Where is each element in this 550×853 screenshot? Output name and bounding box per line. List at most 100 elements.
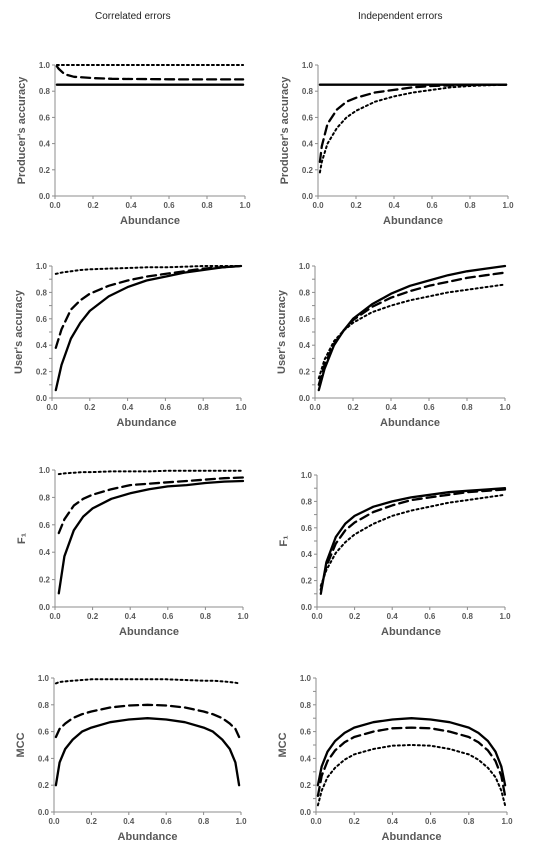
y-tick-label: 0.0 bbox=[301, 603, 313, 612]
series-line-solid bbox=[57, 479, 245, 595]
y-tick-label: 0.2 bbox=[299, 368, 311, 377]
series-line-solid bbox=[316, 717, 507, 787]
x-tick-label: 1.0 bbox=[237, 612, 249, 621]
series-line-solid bbox=[319, 487, 507, 595]
y-tick-label: 0.0 bbox=[299, 394, 311, 403]
x-tick-label: 0.8 bbox=[198, 817, 210, 826]
x-tick-label: 0.6 bbox=[160, 403, 172, 412]
y-tick-label: 0.8 bbox=[36, 288, 48, 297]
x-tick-label: 0.8 bbox=[200, 612, 212, 621]
x-tick-label: 0.2 bbox=[86, 817, 98, 826]
x-tick-label: 0.4 bbox=[125, 201, 137, 210]
x-tick-label: 0.4 bbox=[123, 817, 135, 826]
y-tick-label: 0.4 bbox=[299, 341, 311, 350]
x-tick-label: 0.4 bbox=[125, 612, 137, 621]
y-axis-label: F₁ bbox=[278, 535, 290, 547]
x-tick-label: 0.8 bbox=[198, 403, 210, 412]
series-line-dotted bbox=[316, 744, 507, 807]
series-line-dotted bbox=[319, 493, 506, 587]
y-tick-label: 0.8 bbox=[38, 701, 50, 710]
y-tick-label: 1.0 bbox=[38, 674, 50, 683]
x-tick-label: 0.6 bbox=[162, 612, 174, 621]
y-tick-label: 1.0 bbox=[36, 262, 48, 271]
y-tick-label: 0.4 bbox=[301, 550, 313, 559]
x-tick-label: 1.0 bbox=[501, 817, 513, 826]
y-tick-label: 0.6 bbox=[302, 113, 314, 122]
y-tick-label: 0.4 bbox=[38, 754, 50, 763]
y-axis-label: User's accuracy bbox=[13, 289, 25, 374]
x-tick-label: 0.8 bbox=[464, 201, 476, 210]
y-axis-label: MCC bbox=[15, 732, 27, 757]
x-axis-label: Abundance bbox=[118, 831, 178, 843]
x-tick-label: 0.0 bbox=[310, 817, 322, 826]
x-tick-label: 0.2 bbox=[350, 201, 362, 210]
y-tick-label: 0.8 bbox=[39, 87, 51, 96]
x-tick-label: 0.0 bbox=[311, 612, 323, 621]
y-tick-label: 1.0 bbox=[39, 61, 51, 70]
y-tick-label: 0.0 bbox=[36, 394, 48, 403]
x-tick-label: 0.2 bbox=[349, 817, 361, 826]
x-axis-label: Abundance bbox=[380, 417, 440, 429]
y-tick-label: 0.0 bbox=[302, 192, 314, 201]
x-tick-label: 0.6 bbox=[423, 403, 435, 412]
y-axis-label: Producer's accuracy bbox=[279, 76, 291, 185]
x-tick-label: 1.0 bbox=[235, 817, 247, 826]
x-tick-label: 1.0 bbox=[499, 403, 511, 412]
x-tick-label: 0.4 bbox=[122, 403, 134, 412]
y-tick-label: 0.0 bbox=[38, 808, 50, 817]
x-axis-label: Abundance bbox=[117, 417, 177, 429]
series-line-dashed bbox=[55, 65, 245, 81]
x-tick-label: 0.2 bbox=[347, 403, 359, 412]
y-tick-label: 0.0 bbox=[39, 603, 51, 612]
y-tick-label: 0.8 bbox=[302, 87, 314, 96]
y-tick-label: 0.0 bbox=[300, 808, 312, 817]
y-axis-label: MCC bbox=[277, 732, 289, 757]
y-tick-label: 1.0 bbox=[302, 61, 314, 70]
y-tick-label: 0.2 bbox=[302, 166, 314, 175]
series-line-dotted bbox=[318, 83, 508, 174]
x-tick-label: 0.2 bbox=[349, 612, 361, 621]
series-line-dashed bbox=[318, 83, 508, 164]
y-tick-label: 0.6 bbox=[38, 728, 50, 737]
x-tick-label: 1.0 bbox=[235, 403, 247, 412]
y-tick-label: 0.8 bbox=[300, 701, 312, 710]
x-tick-label: 0.8 bbox=[463, 817, 475, 826]
x-tick-label: 0.8 bbox=[461, 403, 473, 412]
y-tick-label: 0.4 bbox=[36, 341, 48, 350]
x-tick-label: 0.6 bbox=[426, 201, 438, 210]
x-tick-label: 0.8 bbox=[462, 612, 474, 621]
series-line-dashed bbox=[319, 488, 507, 591]
x-tick-label: 0.2 bbox=[84, 403, 96, 412]
series-line-dotted bbox=[54, 265, 242, 275]
y-tick-label: 0.4 bbox=[300, 754, 312, 763]
x-tick-label: 0.0 bbox=[46, 403, 58, 412]
series-line-solid bbox=[54, 264, 243, 392]
y-tick-label: 0.2 bbox=[300, 781, 312, 790]
y-axis-label: F₁ bbox=[16, 532, 28, 544]
y-tick-label: 0.4 bbox=[39, 548, 51, 557]
y-tick-label: 0.2 bbox=[301, 577, 313, 586]
series-line-dotted bbox=[317, 283, 506, 380]
x-tick-label: 0.0 bbox=[49, 201, 61, 210]
y-tick-label: 0.0 bbox=[39, 192, 51, 201]
series-line-dashed bbox=[316, 726, 507, 798]
y-axis-label: User's accuracy bbox=[276, 289, 288, 374]
series-line-dashed bbox=[54, 264, 243, 349]
x-tick-label: 1.0 bbox=[502, 201, 514, 210]
y-tick-label: 0.6 bbox=[39, 521, 51, 530]
independent-errors-title: Independent errors bbox=[358, 11, 443, 22]
x-axis-label: Abundance bbox=[383, 215, 443, 227]
x-tick-label: 0.6 bbox=[161, 817, 173, 826]
y-tick-label: 0.6 bbox=[39, 113, 51, 122]
series-line-dashed bbox=[57, 476, 245, 535]
series-line-dotted bbox=[57, 469, 244, 476]
series-line-dotted bbox=[54, 678, 241, 685]
y-tick-label: 0.6 bbox=[36, 315, 48, 324]
x-tick-label: 0.6 bbox=[163, 201, 175, 210]
x-axis-label: Abundance bbox=[381, 626, 441, 638]
y-tick-label: 1.0 bbox=[301, 471, 313, 480]
series-line-solid bbox=[54, 717, 241, 787]
x-tick-label: 1.0 bbox=[499, 612, 511, 621]
y-axis-label: Producer's accuracy bbox=[16, 76, 28, 185]
